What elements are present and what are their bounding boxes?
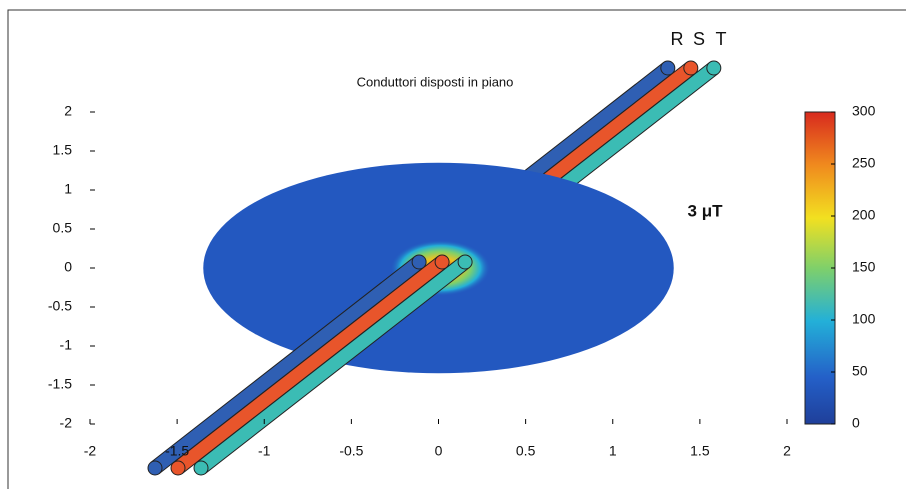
conductor: [540, 62, 718, 206]
conductor-end: [457, 254, 473, 270]
conductor-end: [411, 254, 427, 270]
x-tick-label: 0.5: [516, 443, 536, 459]
conductor: [197, 256, 470, 474]
conductor-end: [660, 60, 676, 76]
phase-label: S: [693, 29, 705, 49]
x-tick-label: -1.5: [165, 443, 189, 459]
y-tick-label: -0.5: [48, 298, 72, 314]
colorbar-label: 50: [852, 363, 868, 379]
conductor-end: [434, 254, 450, 270]
y-tick-label: 0.5: [53, 220, 73, 236]
phase-label: T: [716, 29, 727, 49]
x-tick-label: -2: [84, 443, 97, 459]
conductor-end: [170, 460, 186, 476]
y-tick-label: -1.5: [48, 376, 72, 392]
phase-label: R: [671, 29, 684, 49]
conductor: [151, 256, 424, 474]
colorbar-label: 250: [852, 155, 876, 171]
conductor-end: [683, 60, 699, 76]
conductor: [174, 256, 447, 474]
colorbar-label: 0: [852, 415, 860, 431]
x-tick-label: 1: [609, 443, 617, 459]
colorbar-label: 300: [852, 103, 876, 119]
y-tick-label: 1: [64, 181, 72, 197]
colorbar-label: 200: [852, 207, 876, 223]
colorbar-label: 150: [852, 259, 876, 275]
x-tick-label: 2: [783, 443, 791, 459]
annotation: 3 μT: [688, 201, 724, 220]
x-tick-label: -0.5: [339, 443, 363, 459]
chart-title: Conduttori disposti in piano: [357, 74, 514, 89]
conductor-end: [193, 460, 209, 476]
x-tick-label: -1: [258, 443, 271, 459]
y-tick-label: -1: [60, 337, 73, 353]
x-tick-label: 1.5: [690, 443, 710, 459]
conductor-end: [147, 460, 163, 476]
y-tick-label: 0: [64, 259, 72, 275]
conductor-end: [706, 60, 722, 76]
x-tick-label: 0: [435, 443, 443, 459]
y-tick-label: 2: [64, 103, 72, 119]
colorbar-label: 100: [852, 311, 876, 327]
colorbar: [804, 111, 836, 425]
frame: [7, 9, 906, 489]
y-tick-label: 1.5: [53, 142, 73, 158]
y-tick-label: -2: [60, 415, 73, 431]
